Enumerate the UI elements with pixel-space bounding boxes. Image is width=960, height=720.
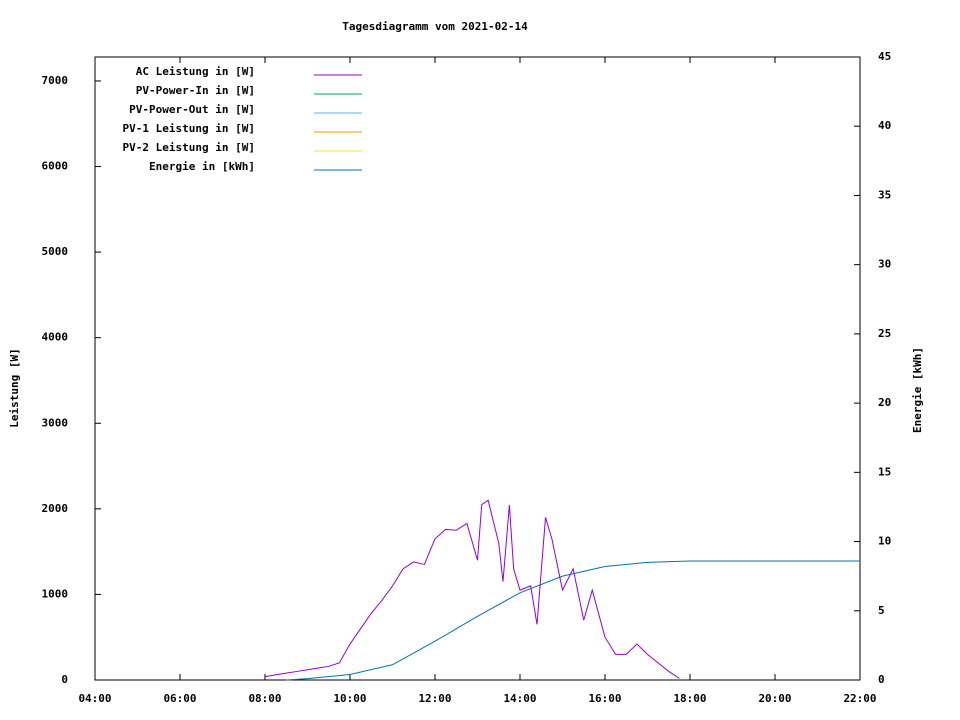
x-tick-label: 22:00: [843, 692, 876, 705]
x-tick-label: 06:00: [163, 692, 196, 705]
x-tick-label: 08:00: [248, 692, 281, 705]
x-tick-label: 10:00: [333, 692, 366, 705]
y2-tick-label: 40: [878, 119, 891, 132]
x-tick-label: 18:00: [673, 692, 706, 705]
chart-title: Tagesdiagramm vom 2021-02-14: [342, 20, 528, 33]
y2-tick-label: 25: [878, 327, 891, 340]
y-tick-label: 4000: [42, 331, 69, 344]
y-tick-label: 6000: [42, 160, 69, 173]
x-tick-label: 14:00: [503, 692, 536, 705]
legend-label: PV-Power-Out in [W]: [129, 103, 255, 116]
x-tick-label: 12:00: [418, 692, 451, 705]
legend-label: PV-2 Leistung in [W]: [123, 141, 255, 154]
x-tick-label: 16:00: [588, 692, 621, 705]
legend-label: PV-Power-In in [W]: [136, 84, 255, 97]
legend-label: Energie in [kWh]: [149, 160, 255, 173]
legend-label: PV-1 Leistung in [W]: [123, 122, 255, 135]
y-tick-label: 5000: [42, 245, 69, 258]
legend-label: AC Leistung in [W]: [136, 65, 255, 78]
y2-tick-label: 20: [878, 396, 891, 409]
y2-tick-label: 0: [878, 673, 885, 686]
y-tick-label: 7000: [42, 74, 69, 87]
y2-tick-label: 5: [878, 604, 885, 617]
series-line: [286, 560, 860, 681]
y2-tick-label: 45: [878, 50, 891, 63]
y2-tick-label: 10: [878, 535, 891, 548]
x-tick-label: 04:00: [78, 692, 111, 705]
series-line: [264, 499, 680, 679]
y-tick-label: 0: [61, 673, 68, 686]
y2-axis-label: Energie [kWh]: [911, 347, 924, 433]
y-tick-label: 2000: [42, 502, 69, 515]
y2-tick-label: 30: [878, 258, 891, 271]
y2-tick-label: 35: [878, 188, 891, 201]
y-tick-label: 1000: [42, 587, 69, 600]
y2-tick-label: 15: [878, 465, 891, 478]
y-tick-label: 3000: [42, 416, 69, 429]
x-tick-label: 20:00: [758, 692, 791, 705]
y-axis-label: Leistung [W]: [8, 348, 21, 427]
plot-frame: [94, 56, 861, 681]
